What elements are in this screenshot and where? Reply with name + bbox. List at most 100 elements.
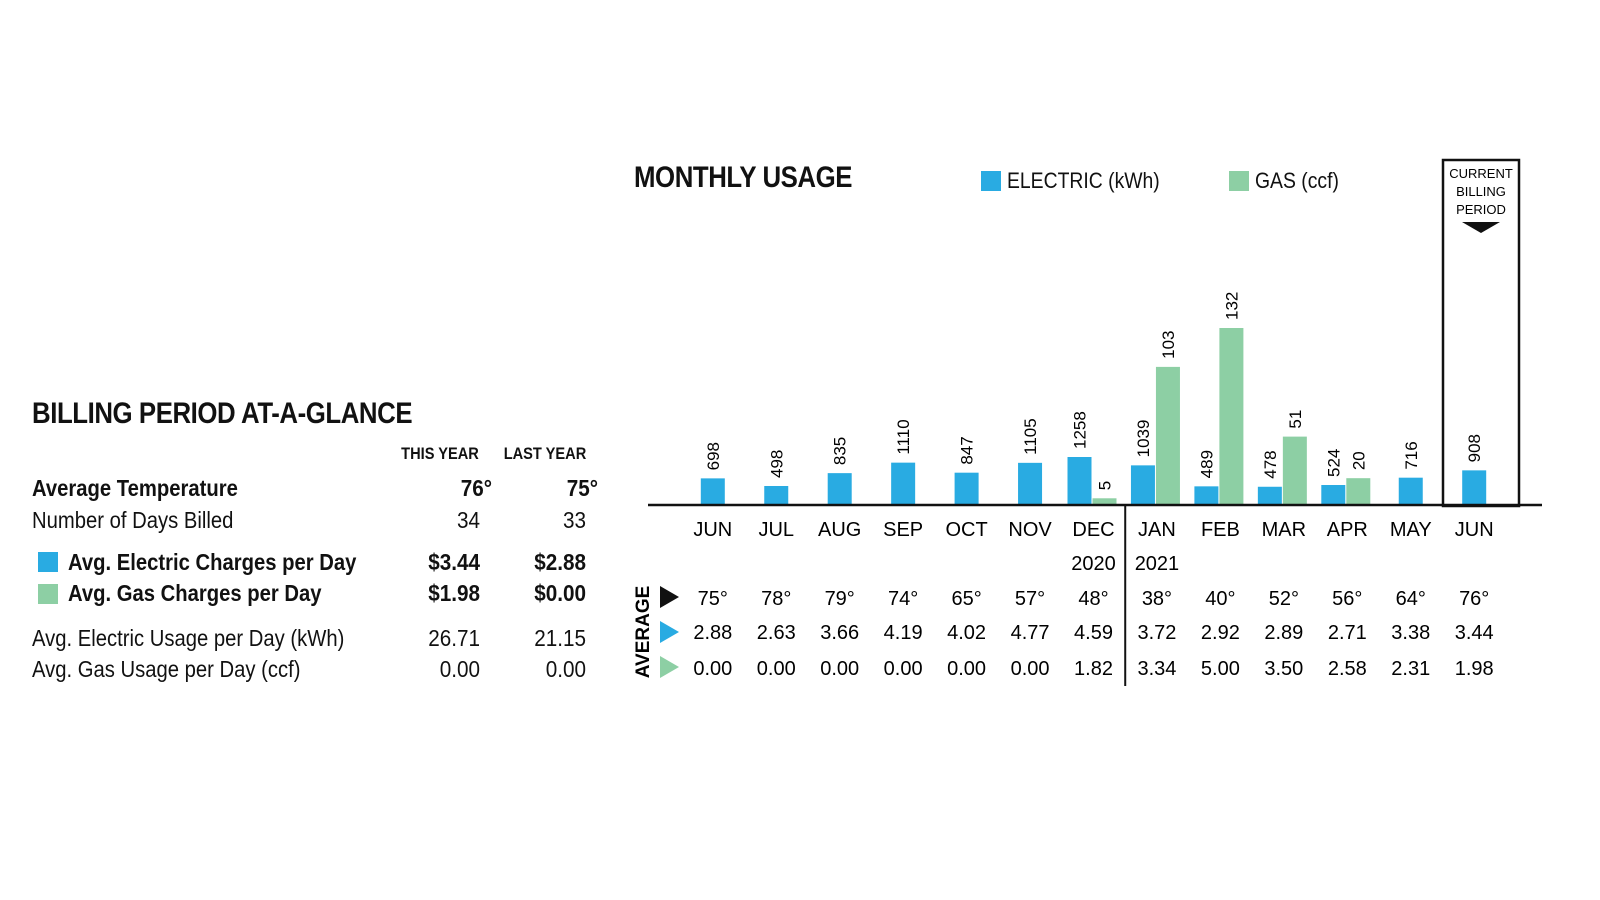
avg-temperature-cell: 74° — [888, 588, 918, 610]
avg-gas-cell: 0.00 — [947, 658, 986, 680]
avg-electric-cell: 2.63 — [757, 622, 796, 644]
avg-temperature-cell: 75° — [698, 588, 728, 610]
gas-value-label: 20 — [1349, 451, 1368, 470]
gas-value-label: 132 — [1222, 292, 1241, 320]
electric-bar — [1321, 485, 1346, 505]
legend-electric-label: ELECTRIC (kWh) — [1007, 168, 1160, 193]
average-label: AVERAGE — [633, 586, 654, 679]
avg-electric-cell: 3.66 — [820, 622, 859, 644]
month-tick-label: SEP — [883, 519, 923, 541]
row-electric-charges-last: $2.88 — [534, 549, 586, 575]
electric-bar — [1462, 470, 1487, 505]
month-tick-label: JUN — [1455, 519, 1494, 541]
gas-value-label: 103 — [1159, 331, 1178, 359]
electric-bar — [1257, 486, 1282, 505]
legend-gas-label: GAS (ccf) — [1255, 168, 1339, 193]
row-gas-usage-label: Avg. Gas Usage per Day (ccf) — [32, 656, 301, 682]
month-tick-label: JAN — [1138, 519, 1176, 541]
gas-swatch-icon — [38, 584, 58, 604]
row-gas-usage-this: 0.00 — [439, 656, 480, 682]
row-gas-charges-label: Avg. Gas Charges per Day — [68, 580, 322, 606]
avg-gas-cell: 2.58 — [1328, 658, 1367, 680]
avg-temperature-cell: 65° — [951, 588, 981, 610]
electric-swatch-icon — [38, 552, 58, 572]
avg-gas-cell: 1.98 — [1455, 658, 1494, 680]
month-tick-label: MAR — [1262, 519, 1306, 541]
avg-temperature-cell: 52° — [1269, 588, 1299, 610]
row-electric-usage-last: 21.15 — [534, 625, 586, 651]
electric-bar — [827, 473, 852, 505]
avg-temperature-cell: 56° — [1332, 588, 1362, 610]
current-period-arrow-icon — [1462, 222, 1500, 233]
month-tick-label: AUG — [818, 519, 861, 541]
avg-temperature-cell: 79° — [825, 588, 855, 610]
row-electric-usage-this: 26.71 — [428, 625, 480, 651]
legend-electric-swatch-icon — [981, 171, 1001, 191]
electric-bar — [891, 462, 916, 505]
avg-gas-cell: 3.34 — [1137, 658, 1176, 680]
month-tick-label: NOV — [1008, 519, 1052, 541]
avg-gas-cell: 0.00 — [757, 658, 796, 680]
avg-temperature-cell: 38° — [1142, 588, 1172, 610]
avg-electric-cell: 3.44 — [1455, 622, 1494, 644]
electric-bar — [1018, 462, 1043, 505]
avg-temperature-cell: 48° — [1078, 588, 1108, 610]
avg-temperature-cell: 78° — [761, 588, 791, 610]
current-period-line-1: CURRENT — [1449, 166, 1513, 181]
electric-value-label: 1110 — [894, 419, 913, 454]
electric-bar — [764, 485, 789, 505]
electric-value-label: 524 — [1324, 449, 1343, 477]
legend-gas-swatch-icon — [1229, 171, 1249, 191]
month-tick-label: MAY — [1390, 519, 1432, 541]
avg-gas-cell: 3.50 — [1264, 658, 1303, 680]
month-tick-label: JUL — [758, 519, 794, 541]
current-billing-period-box: CURRENT BILLING PERIOD — [1441, 158, 1521, 508]
electric-value-label: 1258 — [1071, 411, 1090, 449]
electric-arrow-icon — [660, 621, 679, 643]
electric-value-label: 1105 — [1021, 418, 1040, 455]
gas-bar — [1155, 366, 1180, 505]
electric-bar — [954, 472, 979, 505]
avg-gas-cell: 1.82 — [1074, 658, 1113, 680]
year-2021-label: 2021 — [1135, 553, 1180, 575]
electric-bar — [1130, 465, 1155, 505]
month-tick-label: FEB — [1201, 519, 1240, 541]
current-period-line-3: PERIOD — [1456, 202, 1506, 217]
row-avg-temperature-this: 76° — [460, 475, 492, 501]
row-days-billed-last: 33 — [562, 507, 586, 533]
month-tick-label: APR — [1327, 519, 1368, 541]
row-avg-temperature-label: Average Temperature — [32, 475, 238, 501]
avg-temperature-cell: 76° — [1459, 588, 1489, 610]
avg-temperature-cell: 57° — [1015, 588, 1045, 610]
avg-electric-cell: 2.89 — [1264, 622, 1303, 644]
electric-value-label: 716 — [1402, 441, 1421, 469]
gas-value-label: 51 — [1286, 410, 1305, 429]
electric-bar — [1398, 477, 1423, 505]
electric-bar — [1194, 486, 1219, 505]
col-this-year-header: THIS YEAR — [401, 444, 479, 463]
electric-value-label: 847 — [958, 436, 977, 464]
electric-value-label: 835 — [831, 437, 850, 465]
avg-electric-cell: 4.02 — [947, 622, 986, 644]
electric-value-label: 1039 — [1134, 420, 1153, 458]
year-2020-label: 2020 — [1071, 553, 1116, 575]
row-electric-charges-this: $3.44 — [428, 549, 480, 575]
row-gas-charges-this: $1.98 — [428, 580, 480, 606]
glance-title: BILLING PERIOD AT-A-GLANCE — [32, 397, 413, 430]
avg-gas-cell: 5.00 — [1201, 658, 1240, 680]
avg-gas-cell: 0.00 — [1011, 658, 1050, 680]
avg-electric-cell: 3.38 — [1391, 622, 1430, 644]
col-last-year-header: LAST YEAR — [503, 444, 587, 463]
row-gas-usage-last: 0.00 — [545, 656, 586, 682]
gas-bar — [1092, 498, 1117, 505]
avg-temperature-cell: 64° — [1396, 588, 1426, 610]
current-period-frame — [1441, 158, 1521, 508]
avg-electric-cell: 4.19 — [884, 622, 923, 644]
temperature-arrow-icon — [660, 586, 679, 608]
gas-arrow-icon — [660, 656, 679, 678]
gas-bar — [1219, 328, 1244, 505]
row-avg-temperature-last: 75° — [566, 475, 598, 501]
avg-electric-cell: 2.92 — [1201, 622, 1240, 644]
row-electric-charges-label: Avg. Electric Charges per Day — [68, 549, 357, 575]
